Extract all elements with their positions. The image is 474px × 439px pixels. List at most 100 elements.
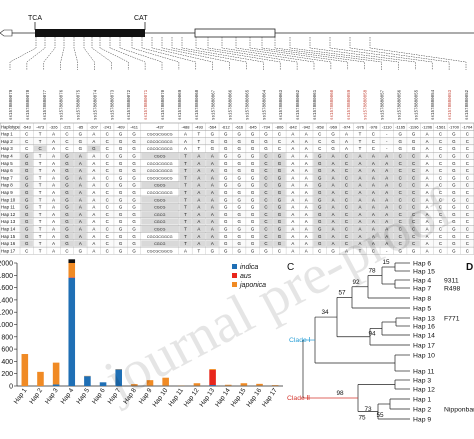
table-cell: G: [264, 248, 268, 253]
table-cell-highlight: [273, 167, 286, 174]
table-cell: A: [332, 241, 335, 246]
snp-id-label: ss1578880060: [331, 89, 335, 120]
table-cell-highlight: [206, 152, 219, 159]
table-cell: C: [345, 234, 348, 239]
table-cell: G: [25, 241, 29, 246]
table-hap-label: Hap 12: [1, 212, 16, 217]
table-cell: G: [398, 132, 402, 137]
table-cell: C: [372, 139, 375, 144]
table-cell: A: [211, 241, 214, 246]
table-row: [0, 246, 474, 255]
panel-a: TCA CAT ss1578880079 ss1578880078 ss157888…: [0, 15, 474, 255]
snp-connector-line: [26, 37, 46, 70]
table-position-header: -1700: [449, 124, 460, 129]
table-cell: G: [92, 146, 96, 151]
table-cell: A: [305, 154, 308, 159]
table-cell: A: [305, 168, 308, 173]
tree-leaf-label: Hap 11: [413, 369, 435, 376]
table-cell: T: [359, 146, 362, 151]
table-position-header: -1704: [462, 124, 473, 129]
table-cell-highlight: [20, 160, 33, 167]
table-cell-highlight: [259, 233, 273, 240]
table-cell: C: [318, 132, 321, 137]
table-cell: G: [132, 168, 136, 173]
table-cell: C: [264, 212, 267, 217]
table-cell: C: [372, 132, 375, 137]
table-cell-highlight: [380, 182, 393, 189]
table-cell: G: [65, 190, 69, 195]
table-cell: C: [106, 183, 109, 188]
table-cell: G: [251, 132, 255, 137]
table-cell: G: [119, 219, 123, 224]
table-cell-highlight: [192, 203, 206, 210]
table-cell: A: [305, 175, 308, 180]
table-cell: G: [318, 234, 322, 239]
table-cell-highlight: [74, 218, 87, 225]
table-cell-highlight: [340, 167, 353, 174]
table-hap-label: Hap 3: [1, 146, 13, 151]
table-cell-highlight: [340, 218, 353, 225]
table-cell: A: [211, 154, 214, 159]
tree-bootstrap-label: 94: [368, 331, 376, 338]
table-cell: A: [291, 154, 294, 159]
snp-id-label: ss1578880057: [382, 89, 386, 120]
snp-id-label: ss1578880068: [196, 89, 200, 120]
table-cell: A: [305, 248, 308, 253]
table-cell: C: [372, 146, 375, 151]
table-cell-highlight: [367, 240, 380, 247]
table-cell: G: [251, 219, 255, 224]
table-cell: A: [197, 234, 200, 239]
bar-aus: [209, 370, 216, 386]
tree-bootstrap-label: 78: [368, 268, 376, 275]
table-cell-highlight: [259, 152, 273, 159]
tree-bootstrap-label: 34: [321, 309, 329, 316]
bar-japonica: [21, 354, 29, 386]
table-position-header: -488: [181, 124, 190, 129]
table-cell: C: [412, 183, 415, 188]
table-cell: C: [65, 146, 68, 151]
table-cell: T: [184, 154, 187, 159]
table-position-header: -411: [130, 124, 138, 129]
snp-connector-line: [141, 37, 197, 70]
table-cell: A: [385, 205, 388, 210]
table-cell-highlight: [141, 211, 179, 218]
table-cell: A: [426, 190, 429, 195]
table-cell: A: [92, 219, 95, 224]
table-cell: C: [264, 205, 267, 210]
table-cell: G: [224, 205, 228, 210]
table-cell: G: [25, 219, 29, 224]
table-cell-highlight: [353, 233, 367, 240]
snp-id-label: ss1578880059: [348, 89, 352, 120]
table-cell: G: [237, 248, 241, 253]
table-cell: G: [119, 241, 123, 246]
table-cell: A: [332, 219, 335, 224]
snp-connector-line: [274, 37, 382, 70]
table-cell-highlight: [141, 196, 179, 203]
table-cell: G: [264, 132, 268, 137]
table-cell: A: [211, 234, 214, 239]
table-cell-highlight: [393, 196, 407, 203]
table-cell: A: [358, 190, 361, 195]
table-cell: G: [25, 175, 29, 180]
table-cell: CGCG: [154, 184, 165, 188]
table-cell: G: [318, 241, 322, 246]
table-cell-highlight: [273, 196, 286, 203]
table-cell: A: [79, 219, 82, 224]
snp-connector-line: [91, 37, 112, 70]
table-cell: T: [39, 190, 42, 195]
table-cell-highlight: [353, 182, 367, 189]
table-cell: G: [65, 175, 69, 180]
table-position-header: -221: [63, 124, 72, 129]
table-cell-highlight: [206, 160, 219, 167]
y-tick-label: 1600: [0, 285, 13, 292]
table-cell-highlight: [179, 152, 192, 159]
x-tick-label: Hap 1: [13, 387, 29, 406]
table-cell: A: [211, 175, 214, 180]
table-cell: A: [426, 175, 429, 180]
table-cell: G: [132, 161, 136, 166]
tree-leaf-label: Hap 7: [413, 286, 431, 293]
table-position-header: -942: [302, 124, 311, 129]
table-cell: G: [251, 154, 255, 159]
table-cell: G: [278, 197, 282, 202]
bar-japonica: [209, 369, 216, 371]
